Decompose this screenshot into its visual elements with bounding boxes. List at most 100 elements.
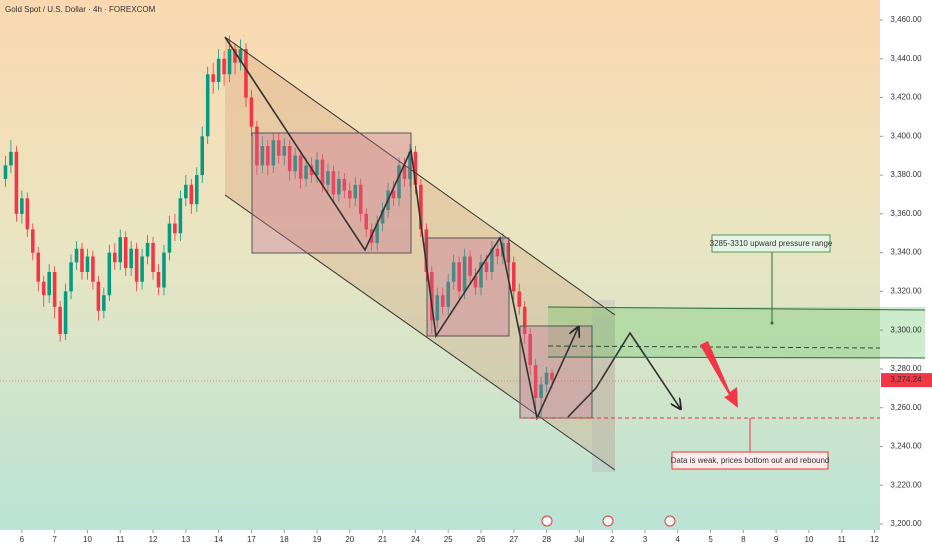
leader-dot: [770, 321, 774, 325]
y-tick-label: 3,400.00: [890, 131, 922, 140]
x-tick-label: 19: [313, 535, 322, 544]
x-tick-label: 25: [444, 535, 453, 544]
candle-body: [320, 159, 325, 185]
channel-upper: [224, 36, 616, 316]
y-tick-label: 3,340.00: [890, 248, 922, 257]
candle-body: [473, 275, 478, 288]
x-tick-label: 11: [838, 535, 847, 544]
x-tick-label: 20: [345, 535, 354, 544]
pressure-zone: [548, 307, 925, 358]
event-icon: [541, 515, 553, 527]
zone-mid: [547, 345, 881, 349]
candle-body: [424, 229, 429, 272]
time-axis-background: [0, 530, 880, 550]
zone-bottom: [547, 356, 926, 359]
candle-body: [451, 262, 456, 282]
candle-body: [113, 252, 117, 263]
candle-body: [260, 146, 265, 166]
candle-body: [446, 281, 450, 307]
candle-body: [156, 272, 161, 288]
candle-body: [211, 74, 215, 83]
candle-body: [375, 223, 379, 243]
x-tick-label: 9: [774, 535, 779, 544]
annotation-box: [671, 451, 829, 470]
candle-body: [20, 198, 24, 214]
price-axis-background: [880, 0, 932, 550]
event-icon: [664, 515, 676, 527]
candle-body: [276, 140, 281, 156]
candle-body: [413, 151, 418, 185]
event-icon: [602, 515, 614, 527]
candle-body: [342, 178, 347, 191]
candle-body: [255, 126, 259, 166]
candle-body: [391, 190, 396, 199]
y-tick-label: 3,260.00: [890, 403, 922, 412]
candle-body: [479, 262, 483, 288]
candle-body: [408, 151, 412, 179]
candle-body: [380, 209, 385, 224]
candle-body: [123, 237, 128, 269]
candle-body: [102, 295, 106, 311]
candle-body: [173, 223, 177, 234]
candle-body: [107, 252, 112, 296]
y-tick-label: 3,320.00: [890, 286, 922, 295]
candle-body: [430, 272, 434, 321]
x-tick-label: 11: [116, 535, 125, 544]
y-tick-label: 3,420.00: [890, 93, 922, 102]
x-tick-label: 8: [741, 535, 746, 544]
candle-body: [440, 295, 445, 307]
candle-body: [91, 256, 95, 282]
candle-body: [544, 372, 549, 385]
x-tick-label: 7: [52, 535, 57, 544]
y-tick-label: 3,460.00: [890, 15, 922, 24]
candle-body: [337, 178, 341, 195]
y-tick-label: 3,280.00: [890, 364, 922, 373]
x-tick-label: 24: [411, 535, 420, 544]
candle-body: [533, 365, 538, 398]
candle-body: [162, 252, 166, 288]
forecast-path: [567, 331, 680, 418]
drawings-front: 3285-3310 upward pressure range Data is …: [0, 5, 926, 527]
candle-body: [129, 248, 133, 269]
candle-body: [151, 242, 155, 272]
candle-body: [550, 372, 554, 381]
x-tick-label: 5: [708, 535, 713, 544]
chart-title: Gold Spot / U.S. Dollar · 4h · FOREXCOM: [5, 5, 156, 14]
candle-body: [358, 184, 363, 214]
candle-body: [304, 165, 308, 179]
channel-fill: [225, 37, 615, 470]
candle-body: [140, 256, 144, 282]
candle-body: [178, 198, 183, 234]
candle-body: [266, 146, 270, 166]
candle-body: [528, 334, 532, 366]
x-tick-label: Jul: [574, 535, 584, 544]
candle-body: [52, 272, 57, 307]
x-tick-label: 10: [83, 535, 92, 544]
candle-body: [298, 155, 303, 179]
y-tick-label: 3,220.00: [890, 480, 922, 489]
annotation: 3285-3310 upward pressure range: [710, 239, 833, 248]
x-tick-label: 27: [509, 535, 518, 544]
y-tick-label: 3,300.00: [890, 325, 922, 334]
x-tick-label: 4: [676, 535, 681, 544]
x-tick-label: 12: [149, 535, 158, 544]
candle-body: [118, 237, 123, 263]
candle-body: [484, 262, 489, 272]
candle-body: [309, 165, 314, 176]
x-tick-label: 21: [378, 535, 387, 544]
x-tick-label: 14: [214, 535, 223, 544]
candle-body: [47, 272, 51, 296]
candle-body: [3, 165, 8, 179]
candle-body: [58, 306, 62, 335]
candle-body: [282, 146, 286, 156]
zone-top: [547, 306, 926, 311]
y-tick-label: 3,380.00: [890, 170, 922, 179]
candle-body: [74, 248, 79, 263]
x-tick-label: 12: [870, 535, 879, 544]
annotation-box: [711, 234, 831, 253]
candle-body: [145, 242, 150, 257]
candle-body: [506, 242, 511, 263]
last-price-tag: [881, 373, 932, 388]
annotation: Data is weak, prices bottom out and rebo…: [671, 456, 830, 465]
